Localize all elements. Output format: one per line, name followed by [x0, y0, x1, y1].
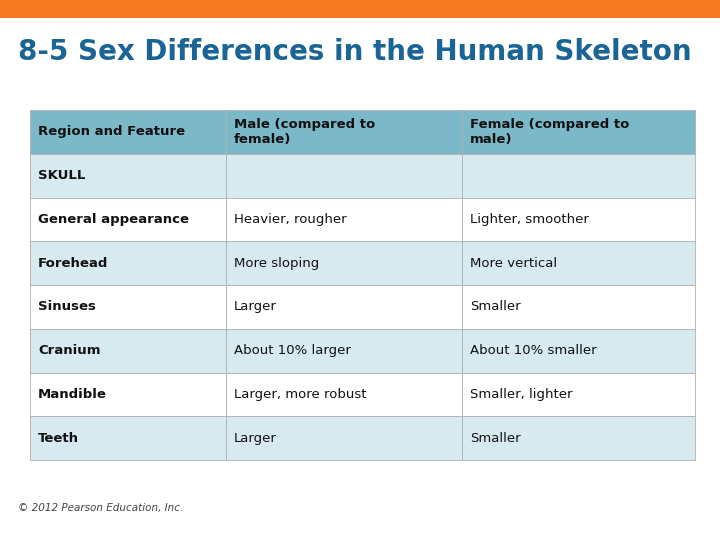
- Bar: [30, 329, 226, 373]
- Text: More vertical: More vertical: [470, 256, 557, 269]
- Bar: [462, 285, 695, 329]
- Bar: [462, 110, 695, 154]
- Bar: [30, 154, 226, 198]
- Bar: [0, 0, 720, 18]
- Bar: [462, 416, 695, 460]
- Text: About 10% smaller: About 10% smaller: [470, 344, 597, 357]
- Text: Smaller: Smaller: [470, 431, 521, 444]
- Bar: [462, 373, 695, 416]
- Bar: [30, 373, 226, 416]
- Text: Sinuses: Sinuses: [38, 300, 96, 313]
- Text: Forehead: Forehead: [38, 256, 109, 269]
- Text: General appearance: General appearance: [38, 213, 189, 226]
- Text: 8-5 Sex Differences in the Human Skeleton: 8-5 Sex Differences in the Human Skeleto…: [18, 38, 692, 66]
- Bar: [226, 329, 462, 373]
- Bar: [462, 154, 695, 198]
- Text: Smaller, lighter: Smaller, lighter: [470, 388, 572, 401]
- Text: Female (compared to
male): Female (compared to male): [470, 118, 629, 146]
- Bar: [30, 110, 226, 154]
- Text: Teeth: Teeth: [38, 431, 79, 444]
- Text: Heavier, rougher: Heavier, rougher: [234, 213, 347, 226]
- Text: Region and Feature: Region and Feature: [38, 125, 185, 138]
- Bar: [462, 198, 695, 241]
- Text: Lighter, smoother: Lighter, smoother: [470, 213, 589, 226]
- Text: Mandible: Mandible: [38, 388, 107, 401]
- Bar: [226, 154, 462, 198]
- Text: About 10% larger: About 10% larger: [234, 344, 351, 357]
- Bar: [226, 373, 462, 416]
- Bar: [462, 241, 695, 285]
- Bar: [226, 198, 462, 241]
- Bar: [226, 241, 462, 285]
- Text: Larger: Larger: [234, 300, 277, 313]
- Bar: [30, 416, 226, 460]
- Bar: [226, 285, 462, 329]
- Bar: [226, 110, 462, 154]
- Text: Male (compared to
female): Male (compared to female): [234, 118, 375, 146]
- Text: © 2012 Pearson Education, Inc.: © 2012 Pearson Education, Inc.: [18, 503, 184, 513]
- Text: Larger, more robust: Larger, more robust: [234, 388, 366, 401]
- Bar: [226, 416, 462, 460]
- Bar: [462, 329, 695, 373]
- Text: Cranium: Cranium: [38, 344, 101, 357]
- Bar: [30, 198, 226, 241]
- Bar: [30, 241, 226, 285]
- Bar: [30, 285, 226, 329]
- Text: Larger: Larger: [234, 431, 277, 444]
- Text: SKULL: SKULL: [38, 169, 86, 182]
- Text: More sloping: More sloping: [234, 256, 320, 269]
- Text: Smaller: Smaller: [470, 300, 521, 313]
